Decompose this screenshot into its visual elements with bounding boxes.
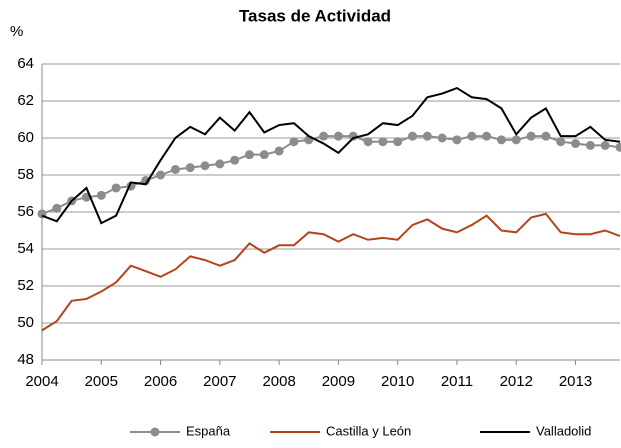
point	[378, 137, 387, 146]
x-tick-label: 2010	[381, 373, 414, 390]
x-tick-label: 2013	[559, 373, 592, 390]
point	[97, 191, 106, 200]
point	[452, 135, 461, 144]
point	[527, 132, 536, 141]
legend-marker	[151, 428, 160, 437]
point	[601, 141, 610, 150]
legend-label: España	[186, 423, 231, 438]
x-tick-label: 2007	[203, 373, 236, 390]
point	[571, 139, 580, 148]
point	[497, 135, 506, 144]
point	[364, 137, 373, 146]
point	[201, 161, 210, 170]
series-line	[42, 214, 620, 331]
point	[393, 137, 402, 146]
y-tick-label: 62	[17, 92, 34, 109]
x-tick-label: 2012	[500, 373, 533, 390]
y-tick-label: 60	[17, 129, 34, 146]
point	[260, 150, 269, 159]
point	[186, 163, 195, 172]
x-tick-label: 2006	[144, 373, 177, 390]
chart-title: Tasas de Actividad	[239, 6, 391, 25]
y-tick-label: 58	[17, 166, 34, 183]
point	[616, 143, 621, 152]
y-axis-label: %	[10, 23, 23, 40]
y-tick-label: 64	[17, 55, 34, 72]
point	[245, 150, 254, 159]
point	[512, 135, 521, 144]
point	[482, 132, 491, 141]
series-line	[42, 88, 620, 223]
point	[467, 132, 476, 141]
y-tick-label: 50	[17, 314, 34, 331]
point	[112, 183, 121, 192]
y-tick-label: 54	[17, 240, 34, 257]
x-tick-label: 2008	[262, 373, 295, 390]
point	[408, 132, 417, 141]
legend-label: Castilla y León	[326, 423, 411, 438]
point	[230, 156, 239, 165]
point	[541, 132, 550, 141]
point	[289, 137, 298, 146]
y-tick-label: 48	[17, 351, 34, 368]
point	[156, 171, 165, 180]
y-tick-label: 56	[17, 203, 34, 220]
x-tick-label: 2011	[441, 373, 473, 390]
point	[319, 132, 328, 141]
legend-label: Valladolid	[536, 423, 591, 438]
x-tick-label: 2004	[25, 373, 58, 390]
point	[586, 141, 595, 150]
point	[52, 204, 61, 213]
point	[275, 146, 284, 155]
point	[556, 137, 565, 146]
x-tick-label: 2005	[85, 373, 118, 390]
point	[334, 132, 343, 141]
point	[438, 134, 447, 143]
point	[171, 165, 180, 174]
y-tick-label: 52	[17, 277, 34, 294]
point	[215, 159, 224, 168]
point	[423, 132, 432, 141]
x-tick-label: 2009	[322, 373, 355, 390]
